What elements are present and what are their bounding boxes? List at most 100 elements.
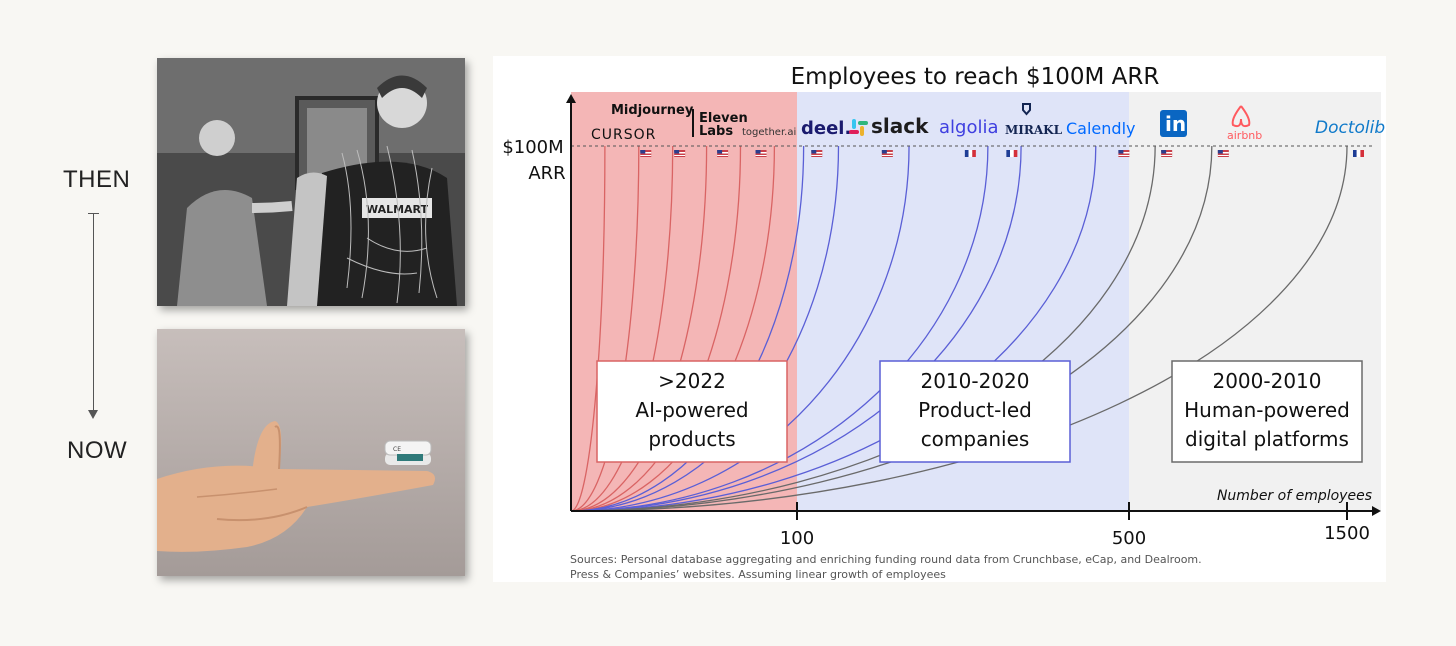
flag-us-canton <box>1161 150 1167 154</box>
country-flags <box>640 150 1364 157</box>
flag-us-8 <box>1118 150 1130 157</box>
x-tick-label-100: 100 <box>780 528 814 549</box>
flag-us-stripe-2 <box>755 155 767 156</box>
flag-us-stripe <box>755 152 767 154</box>
flag-fr-7 <box>1006 150 1018 157</box>
company-logo-deel-: deel. <box>801 118 851 139</box>
flag-us-canton <box>811 150 817 154</box>
flag-us-stripe-2 <box>1161 155 1173 156</box>
mirakl-icon <box>1022 103 1031 116</box>
flag-fr-white <box>1010 150 1014 157</box>
era-box-line-ai-2: products <box>648 427 735 451</box>
flag-us-stripe-2 <box>881 155 893 156</box>
flag-fr-red <box>1360 150 1364 157</box>
flag-us-canton <box>717 150 723 154</box>
flag-us-10 <box>1217 150 1229 157</box>
flag-us-5 <box>881 150 893 157</box>
flag-fr-blue <box>964 150 969 157</box>
flag-us-canton <box>881 150 887 154</box>
company-logo-midjourney: Midjourney <box>611 103 694 118</box>
flag-us-0 <box>640 150 652 157</box>
x-tick-label-500: 500 <box>1112 528 1146 549</box>
growth-curve-14 <box>570 145 1348 512</box>
now-label: NOW <box>67 437 128 464</box>
slack-icon-c <box>860 126 864 136</box>
flag-fr-11 <box>1353 150 1364 157</box>
flag-fr-white <box>1356 150 1361 157</box>
flag-us-stripe <box>1118 152 1130 154</box>
slack-icon-a <box>852 119 856 129</box>
company-logo-cursor: CURSOR <box>591 127 656 143</box>
flag-us-stripe <box>811 152 823 154</box>
era-box-line-human-0: 2000-2010 <box>1212 369 1321 393</box>
era-box-line-human-1: Human-powered <box>1184 398 1350 422</box>
flag-us-stripe-2 <box>1217 155 1229 156</box>
flag-us-canton <box>755 150 761 154</box>
era-box-line-product-0: 2010-2020 <box>920 369 1029 393</box>
sources-line-1: Sources: Personal database aggregating a… <box>570 553 1202 566</box>
flag-us-4 <box>811 150 823 157</box>
chart-panel: Midjourney CURSOR Eleven Labs together.ai dee… <box>493 56 1386 582</box>
flag-us-stripe-2 <box>811 155 823 156</box>
company-logo-eleven: Eleven <box>699 111 748 126</box>
era-boxes: >2022 AI-powered products 2010-2020 Product-… <box>596 360 1363 463</box>
flag-us-stripe-2 <box>640 155 652 156</box>
flag-us-canton <box>640 150 646 154</box>
flag-us-canton <box>674 150 680 154</box>
y-axis-label-bottom: ARR <box>528 163 565 184</box>
flag-us-stripe-2 <box>674 155 686 156</box>
era-box-line-product-2: companies <box>921 427 1030 451</box>
company-logo-doctolib: Doctolib <box>1315 118 1385 138</box>
flag-us-stripe-2 <box>717 155 729 156</box>
x-axis-label: Number of employees <box>1217 488 1372 504</box>
flag-fr-blue <box>1006 150 1011 157</box>
y-axis-label-top: $100M <box>502 137 563 158</box>
company-logo-algolia: algolia <box>939 117 999 138</box>
y-axis-arrow <box>566 94 576 103</box>
flag-fr-blue <box>1353 150 1357 157</box>
flag-us-9 <box>1161 150 1173 157</box>
growth-curve-9 <box>570 145 989 512</box>
then-photo-illustration: WALMART <box>157 58 465 306</box>
chart-title: Employees to reach $100M ARR <box>791 64 1160 90</box>
flag-us-2 <box>717 150 729 157</box>
company-logo-in: in <box>1165 112 1186 136</box>
slack-icon-b <box>858 121 868 125</box>
era-box-human <box>1171 360 1363 463</box>
flag-fr-white <box>968 150 973 157</box>
device-text: CE <box>393 446 401 453</box>
company-logo-mirakl: MIRAKL <box>1005 123 1063 137</box>
slack-icon <box>849 119 868 136</box>
company-logo-labs: Labs <box>699 124 733 139</box>
now-photo-illustration: CE <box>157 329 465 576</box>
flag-us-3 <box>755 150 767 157</box>
flag-us-stripe <box>674 152 686 154</box>
axes: 100 500 1500 <box>566 94 1381 549</box>
flag-us-stripe <box>1217 152 1229 154</box>
flag-us-canton <box>1217 150 1223 154</box>
era-box-line-product-1: Product-led <box>918 398 1032 422</box>
flag-us-canton <box>1118 150 1124 154</box>
era-box-product <box>879 360 1071 463</box>
flag-us-stripe <box>717 152 729 154</box>
growth-curve-8 <box>570 145 910 512</box>
company-logo-airbnb: airbnb <box>1227 129 1262 142</box>
slack-icon-d <box>849 130 859 134</box>
x-tick-label-1500: 1500 <box>1324 523 1370 544</box>
flag-us-stripe <box>881 152 893 154</box>
era-box-line-human-2: digital platforms <box>1185 427 1349 451</box>
timeline-arrow <box>93 214 94 414</box>
sources-line-2: Press & Companies’ websites. Assuming li… <box>570 568 946 581</box>
era-box-line-ai-0: >2022 <box>658 369 726 393</box>
then-label: THEN <box>63 166 131 193</box>
elevenlabs-icon <box>692 109 694 137</box>
flag-fr-6 <box>964 150 976 157</box>
flag-us-1 <box>674 150 686 157</box>
then-photo: WALMART <box>157 58 465 306</box>
era-box-ai <box>596 360 788 463</box>
flag-fr-red <box>1013 150 1018 157</box>
flag-us-stripe-2 <box>1118 155 1130 156</box>
growth-curve-0 <box>570 145 606 512</box>
timeline-arrow-head <box>88 410 98 419</box>
